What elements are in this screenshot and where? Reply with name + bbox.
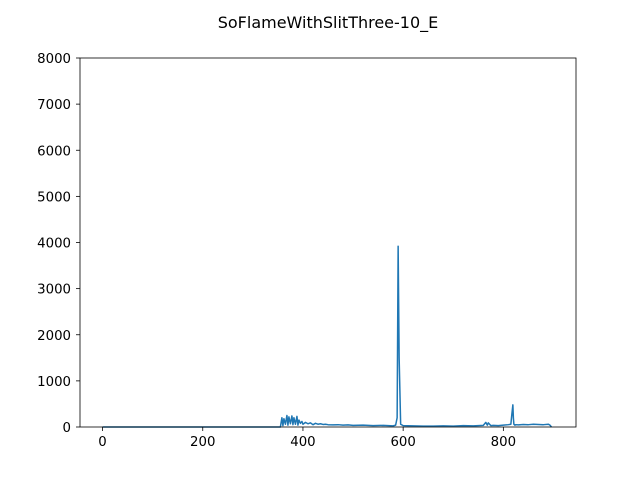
y-tick-label: 4000 — [37, 237, 71, 252]
chart-title: SoFlameWithSlitThree-10_E — [218, 13, 439, 33]
x-tick-label: 200 — [190, 435, 215, 450]
x-tick-label: 600 — [390, 435, 415, 450]
y-tick-label: 8000 — [37, 52, 71, 67]
y-tick-label: 3000 — [37, 283, 71, 298]
y-tick-label: 7000 — [37, 98, 71, 113]
series-line — [102, 245, 553, 428]
y-axis: 0 1000 2000 3000 4000 5000 6000 7000 8000 — [37, 52, 80, 436]
y-tick-label: 6000 — [37, 144, 71, 159]
x-tick-label: 800 — [491, 435, 516, 450]
plot-area — [102, 245, 553, 428]
y-tick-label: 0 — [63, 421, 71, 436]
x-tick-label: 400 — [290, 435, 315, 450]
y-tick-label: 1000 — [37, 375, 71, 390]
x-axis: 0 200 400 600 800 — [98, 427, 516, 450]
x-tick-label: 0 — [98, 435, 106, 450]
axes-frame — [79, 57, 577, 428]
y-tick-label: 2000 — [37, 329, 71, 344]
y-tick-label: 5000 — [37, 190, 71, 205]
